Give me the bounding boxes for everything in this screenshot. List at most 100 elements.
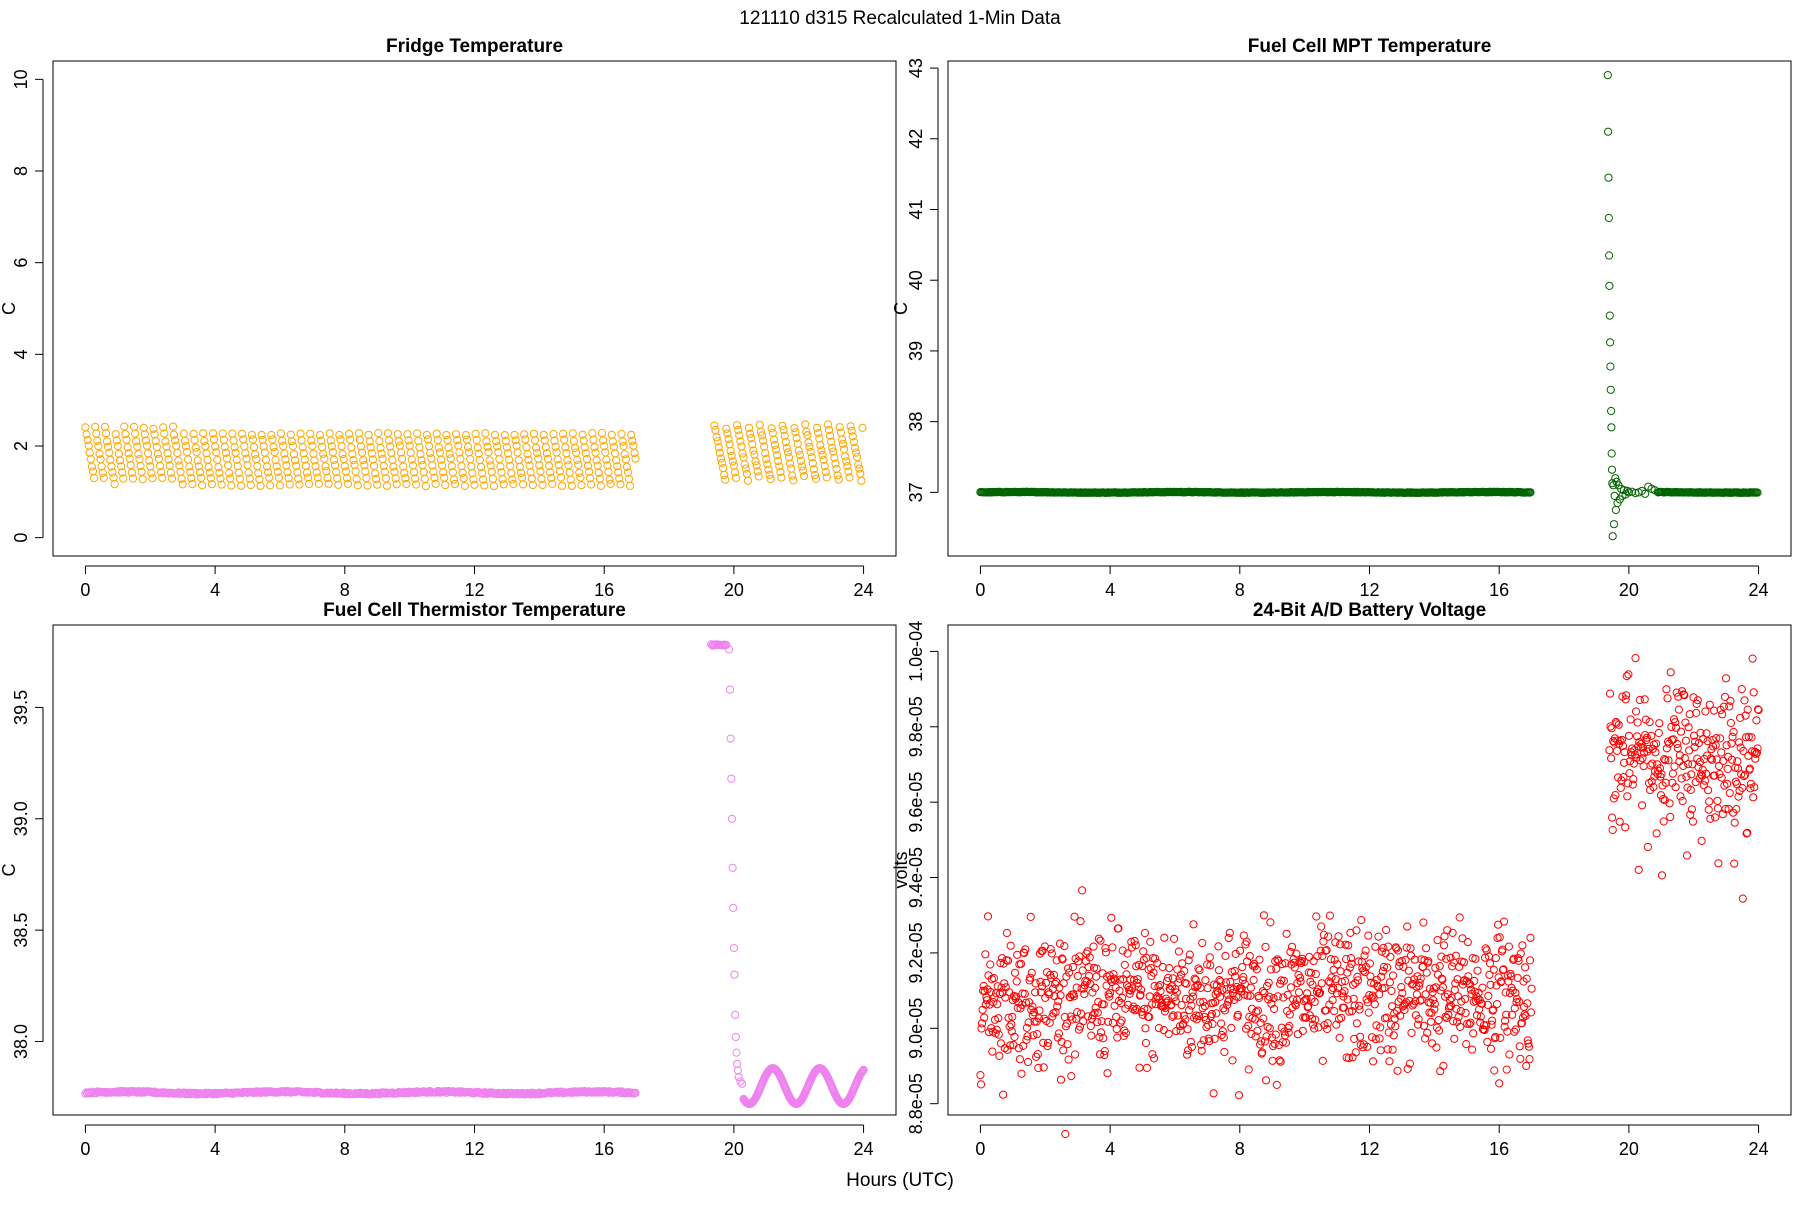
data-point — [1492, 1000, 1502, 1009]
y-axis: 8.8e-059.0e-059.2e-059.4e-059.6e-059.8e-… — [906, 621, 939, 1134]
data-point — [749, 446, 758, 455]
data-point — [278, 436, 287, 445]
data-point — [371, 469, 380, 478]
data-point — [322, 467, 331, 476]
data-point — [1218, 1027, 1227, 1036]
data-point — [374, 429, 383, 438]
data-point — [300, 455, 309, 464]
data-point — [1140, 928, 1150, 938]
data-point — [1374, 932, 1383, 941]
data-point — [1047, 973, 1056, 983]
data-point — [1273, 992, 1283, 1001]
data-point — [1522, 974, 1531, 983]
data-point — [1185, 950, 1194, 959]
data-point — [1117, 1016, 1126, 1025]
data-point — [1605, 311, 1614, 320]
data-point — [1219, 1033, 1228, 1042]
data-point — [1149, 968, 1158, 977]
data-point — [1243, 991, 1252, 1000]
data-point — [386, 442, 395, 451]
data-point — [1226, 977, 1235, 986]
data-point — [591, 448, 600, 457]
data-point — [459, 474, 468, 483]
data-point — [1392, 944, 1401, 953]
data-point — [1607, 406, 1616, 416]
data-point — [1068, 962, 1078, 972]
data-point — [402, 479, 411, 489]
data-point — [805, 442, 814, 451]
data-point — [1258, 987, 1267, 996]
data-point — [1675, 751, 1685, 760]
data-point — [1716, 734, 1725, 743]
data-point — [596, 481, 606, 491]
data-point — [824, 425, 834, 434]
data-point — [503, 449, 513, 458]
data-point — [1718, 710, 1727, 719]
data-point — [1006, 1041, 1015, 1050]
data-point — [432, 429, 441, 438]
data-point — [1456, 1022, 1465, 1032]
data-point — [820, 461, 829, 471]
data-point — [380, 467, 389, 476]
data-point — [573, 1088, 582, 1097]
data-point — [106, 455, 115, 464]
data-point — [1605, 689, 1615, 698]
data-point — [1717, 773, 1726, 782]
data-point — [251, 450, 260, 459]
data-point — [819, 455, 828, 464]
data-point — [756, 427, 766, 436]
data-point — [842, 457, 851, 466]
data-point — [136, 462, 145, 471]
data-point — [1470, 976, 1479, 986]
data-point — [407, 455, 416, 464]
data-point — [1387, 986, 1396, 996]
data-point — [1697, 836, 1706, 846]
data-point — [1706, 754, 1716, 763]
data-point — [1459, 958, 1469, 967]
data-point — [272, 462, 281, 471]
data-point — [818, 450, 827, 459]
data-point — [296, 429, 305, 438]
data-point — [1278, 960, 1287, 969]
data-point — [1611, 505, 1621, 515]
data-point — [321, 462, 330, 471]
data-point — [1097, 1017, 1106, 1026]
data-point — [546, 468, 555, 477]
data-point — [433, 435, 442, 445]
data-point — [746, 429, 755, 438]
data-point — [1631, 654, 1640, 663]
data-point — [1711, 813, 1720, 822]
data-point — [721, 475, 730, 484]
data-point — [578, 430, 587, 439]
data-point — [1047, 949, 1056, 958]
data-point — [1026, 973, 1035, 982]
data-point — [493, 442, 502, 451]
data-point — [291, 456, 300, 465]
data-point — [1386, 1020, 1396, 1029]
data-point — [738, 449, 747, 458]
data-point — [1514, 956, 1523, 965]
series-thermistor_drop — [724, 645, 747, 1088]
data-point — [298, 443, 307, 452]
data-point — [768, 429, 777, 438]
data-point — [1100, 1050, 1109, 1060]
data-point — [508, 475, 517, 484]
data-point — [1342, 955, 1351, 964]
data-point — [851, 448, 861, 457]
data-point — [406, 448, 415, 457]
data-point — [1020, 948, 1029, 958]
x-tick-label: 16 — [594, 1139, 614, 1159]
data-point — [529, 429, 539, 438]
data-point — [174, 1088, 183, 1097]
data-point — [1123, 949, 1132, 958]
data-point — [1035, 949, 1045, 958]
data-point — [1335, 1033, 1344, 1043]
data-point — [405, 441, 414, 450]
data-point — [313, 473, 322, 482]
data-point — [1285, 1021, 1294, 1031]
data-point — [1134, 982, 1143, 991]
data-point — [1169, 1011, 1178, 1020]
data-point — [781, 438, 790, 447]
data-point — [1153, 959, 1162, 968]
data-point — [717, 458, 727, 467]
